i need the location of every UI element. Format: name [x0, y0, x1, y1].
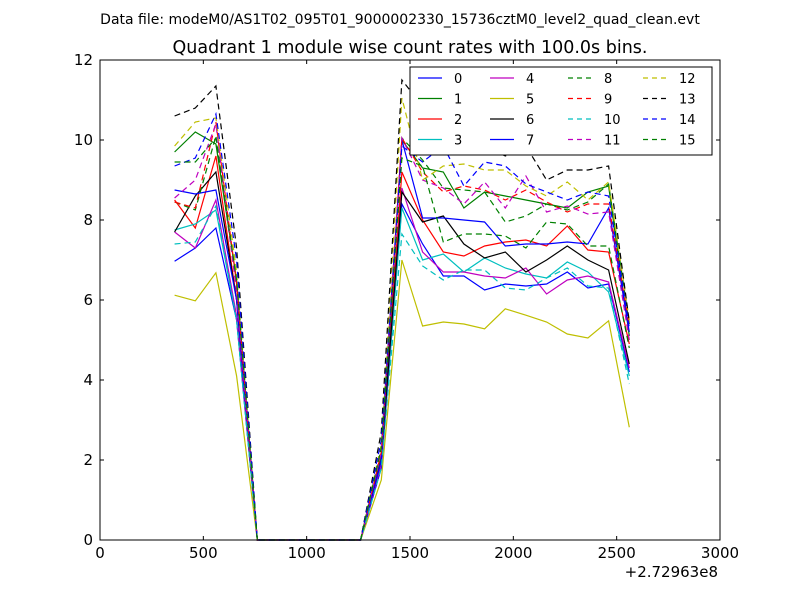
y-tick-label: 4	[83, 371, 93, 389]
y-tick-label: 0	[83, 531, 93, 549]
y-tick-label: 8	[83, 211, 93, 229]
y-tick-label: 2	[83, 451, 93, 469]
legend-label-1: 1	[454, 93, 462, 108]
legend-label-0: 0	[454, 72, 462, 87]
legend-label-10: 10	[604, 113, 621, 128]
x-tick-label: 0	[95, 544, 105, 562]
legend-label-13: 13	[679, 93, 696, 108]
legend-box	[409, 66, 713, 156]
legend-label-7: 7	[526, 134, 534, 149]
series-line-12	[174, 97, 630, 541]
y-tick-label: 10	[74, 131, 93, 149]
chart-title: Quadrant 1 module wise count rates with …	[173, 38, 648, 58]
series-line-15	[174, 136, 630, 541]
data-file-caption: Data file: modeM0/AS1T02_095T01_90000023…	[100, 12, 700, 28]
legend-label-15: 15	[679, 134, 696, 149]
legend-label-9: 9	[604, 93, 612, 108]
x-tick-label: 3000	[701, 544, 739, 562]
legend-label-3: 3	[454, 134, 462, 149]
x-tick-label: 1500	[391, 544, 429, 562]
legend-label-5: 5	[526, 93, 534, 108]
series-line-5	[174, 259, 630, 541]
legend-label-14: 14	[679, 113, 696, 128]
series-line-10	[174, 204, 630, 541]
series-layer	[174, 78, 630, 541]
x-tick-label: 500	[189, 544, 218, 562]
y-tick-label: 12	[74, 51, 93, 69]
x-axis-offset-label: +2.72963e8	[625, 563, 718, 581]
legend-label-2: 2	[454, 113, 462, 128]
y-tick-label: 6	[83, 291, 93, 309]
legend-label-8: 8	[604, 72, 612, 87]
legend-label-4: 4	[526, 72, 534, 87]
legend-label-6: 6	[526, 113, 534, 128]
x-tick-label: 2000	[494, 544, 532, 562]
legend-label-11: 11	[604, 134, 621, 149]
legend-label-12: 12	[679, 72, 696, 87]
x-tick-label: 1000	[288, 544, 326, 562]
series-line-7	[174, 139, 630, 541]
x-tick-label: 2500	[598, 544, 636, 562]
